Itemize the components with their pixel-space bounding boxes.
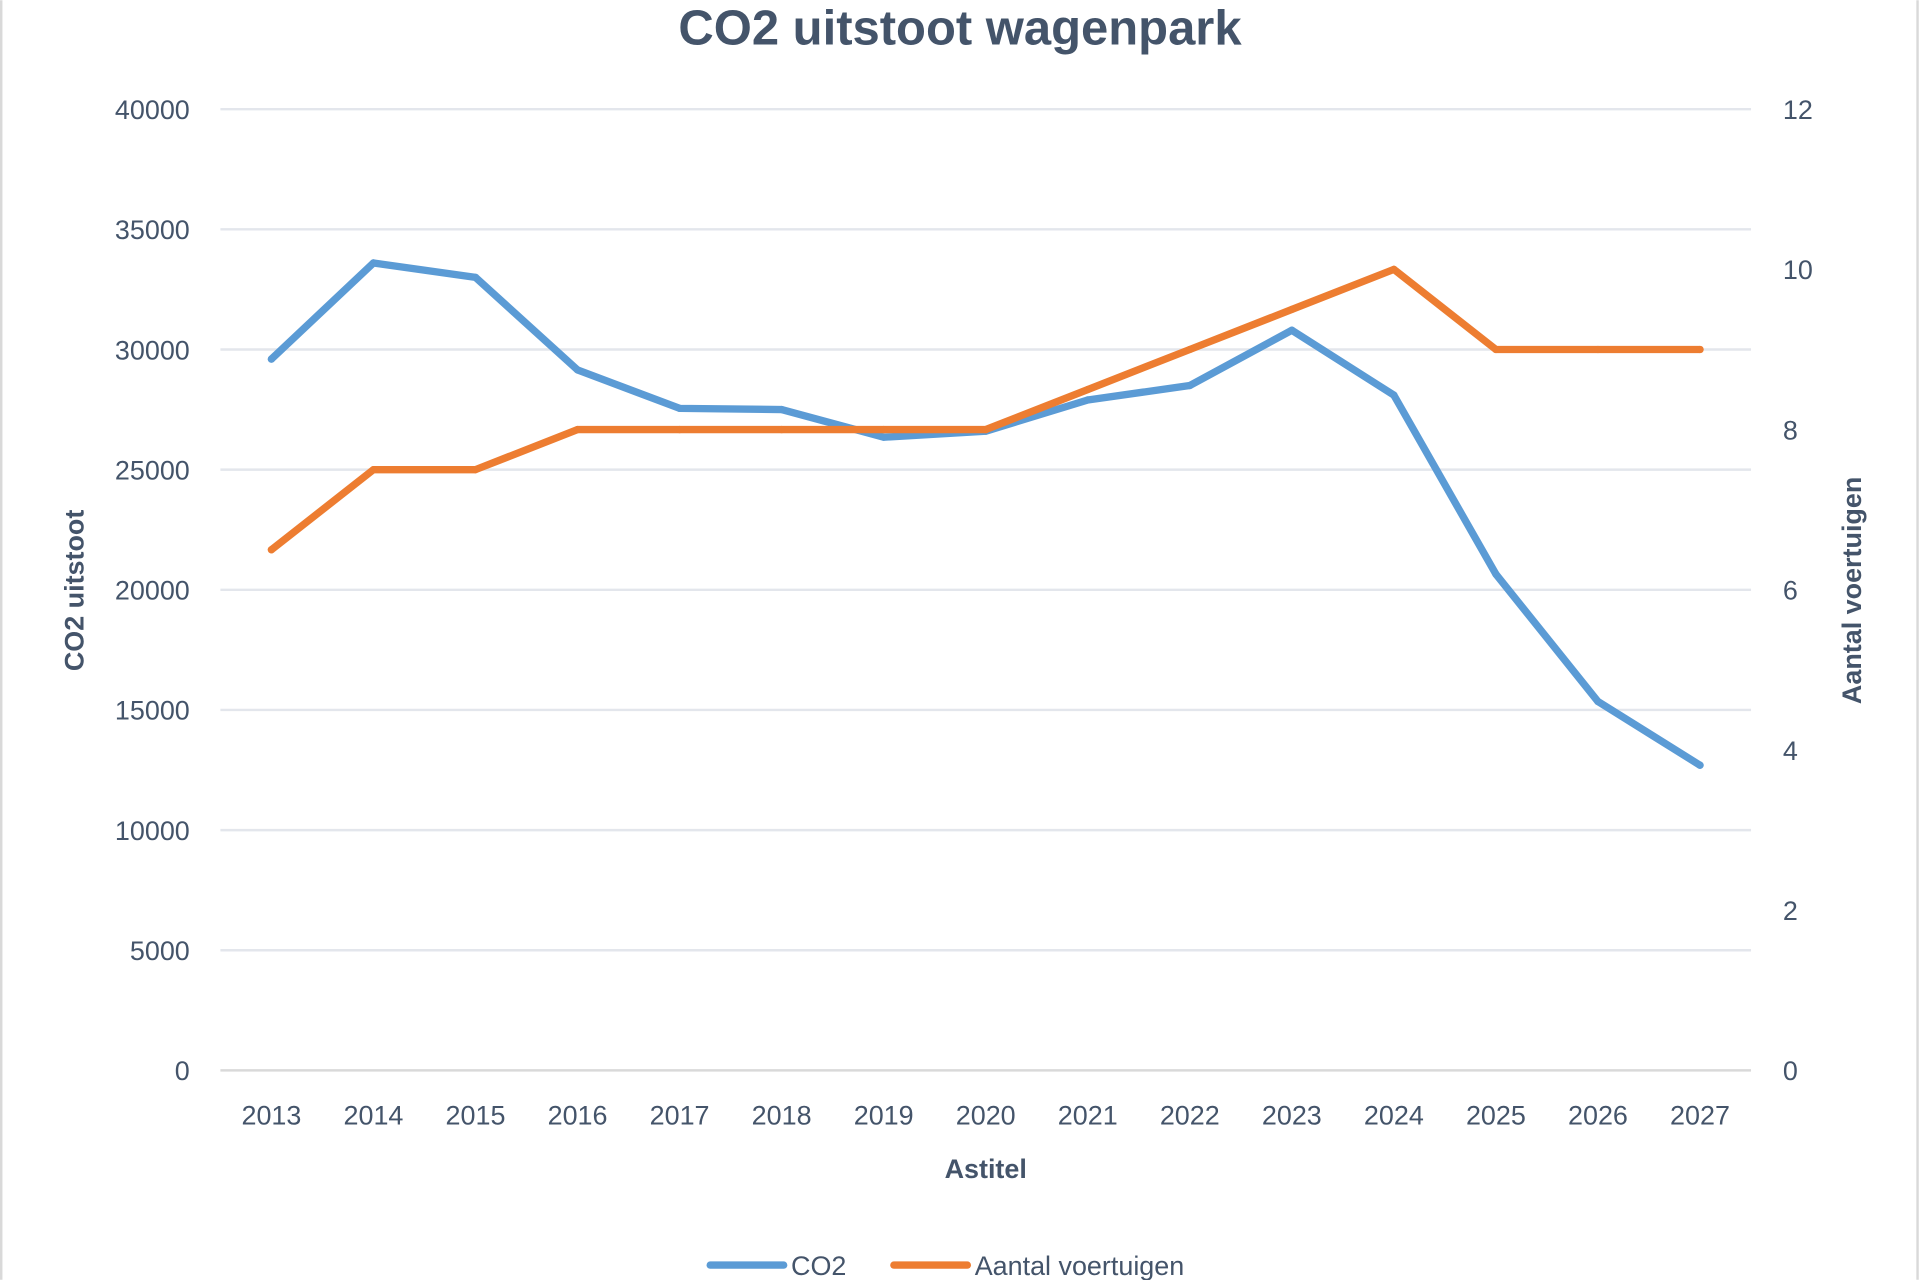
data-point	[573, 366, 582, 374]
y2-tick-label: 0	[1783, 1056, 1798, 1086]
data-point	[1594, 345, 1602, 354]
y2-tick-label: 6	[1783, 576, 1798, 606]
data-point	[675, 425, 684, 434]
data-point	[1186, 381, 1194, 390]
x-tick-label: 2025	[1466, 1100, 1526, 1130]
chart-title: CO2 uitstoot wagenpark	[678, 1, 1242, 55]
data-point	[1288, 305, 1296, 314]
x-tick-label: 2027	[1670, 1100, 1730, 1130]
data-point	[1084, 396, 1092, 404]
y2-tick-label: 12	[1783, 95, 1813, 125]
data-point	[369, 259, 378, 267]
data-point	[471, 465, 480, 474]
data-point	[1696, 345, 1704, 354]
y2-axis-label: Aantal voertuigen	[1837, 477, 1867, 704]
legend-label-co2: CO2	[791, 1251, 846, 1280]
legend: CO2 Aantal voertuigen	[706, 1251, 1185, 1280]
y-tick-label: 30000	[115, 335, 190, 365]
data-point	[471, 273, 480, 282]
x-tick-label: 2013	[241, 1100, 301, 1130]
data-point	[982, 425, 990, 434]
data-point	[1084, 385, 1092, 394]
y-tick-label: 35000	[115, 215, 190, 245]
x-tick-label: 2026	[1568, 1100, 1628, 1130]
y-tick-label: 15000	[115, 696, 190, 726]
data-point	[369, 465, 378, 474]
data-point	[1492, 570, 1500, 578]
y-tick-label: 5000	[130, 936, 190, 966]
x-axis-label: Astitel	[945, 1154, 1027, 1184]
data-point	[1594, 697, 1602, 706]
data-point	[1492, 345, 1500, 354]
y2-tick-label: 2	[1783, 896, 1798, 926]
data-point	[777, 405, 786, 414]
data-point	[880, 433, 888, 441]
x-tick-label: 2014	[344, 1100, 404, 1130]
data-point	[1390, 265, 1398, 274]
x-tick-label: 2019	[854, 1100, 914, 1130]
data-point	[1186, 345, 1194, 354]
y2-tick-label: 10	[1783, 255, 1813, 285]
x-tick-label: 2023	[1262, 1100, 1322, 1130]
data-point	[1696, 761, 1704, 769]
y-tick-label: 25000	[115, 455, 190, 485]
data-point	[1288, 326, 1296, 334]
data-point	[573, 425, 582, 434]
series-line-vehicles	[267, 265, 1704, 554]
y-tick-label: 40000	[115, 95, 190, 125]
data-point	[1390, 391, 1398, 399]
data-point	[267, 546, 276, 554]
data-point	[267, 355, 276, 363]
data-point	[777, 425, 786, 434]
y-tick-label: 10000	[115, 816, 190, 846]
data-point	[880, 425, 888, 434]
data-point	[675, 404, 684, 413]
y-tick-label: 0	[175, 1056, 190, 1086]
x-tick-label: 2021	[1058, 1100, 1118, 1130]
y-axis-label: CO2 uitstoot	[59, 510, 89, 672]
x-tick-label: 2020	[956, 1100, 1016, 1130]
legend-label-vehicles: Aantal voertuigen	[975, 1251, 1185, 1280]
x-tick-label: 2018	[752, 1100, 812, 1130]
x-tick-label: 2015	[446, 1100, 506, 1130]
y-tick-label: 20000	[115, 576, 190, 606]
x-tick-label: 2017	[650, 1100, 710, 1130]
y2-tick-label: 8	[1783, 415, 1798, 445]
x-tick-label: 2016	[548, 1100, 608, 1130]
y2-tick-label: 4	[1783, 736, 1798, 766]
x-tick-label: 2024	[1364, 1100, 1424, 1130]
x-tick-label: 2022	[1160, 1100, 1220, 1130]
